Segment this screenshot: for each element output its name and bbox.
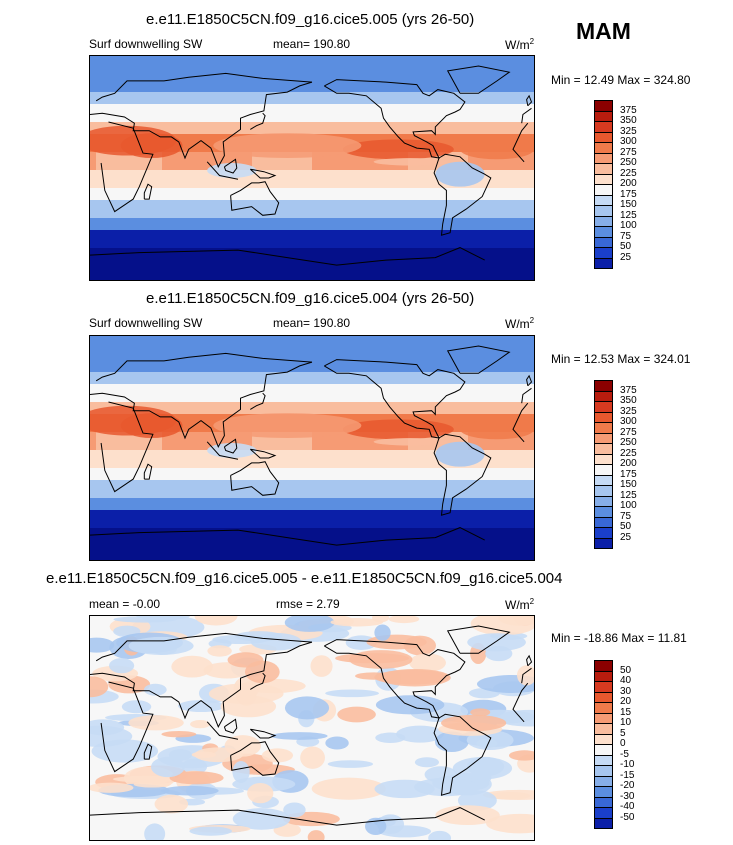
colorbar-label: 30 — [620, 685, 632, 697]
colorbar-label: 25 — [620, 531, 632, 543]
panel-3-minmax: Min = -18.86 Max = 11.81 — [551, 631, 687, 645]
panel-1-title: e.e11.E1850C5CN.f09_g16.cice5.005 (yrs 2… — [146, 11, 475, 28]
colorbar-label: 225 — [620, 447, 637, 459]
colorbar-label: -5 — [620, 748, 629, 760]
colorbar-label: 100 — [620, 500, 637, 511]
panel-3-rmse-label: rmse = 2.79 — [276, 597, 340, 611]
colorbar-label: 200 — [620, 458, 637, 469]
colorbar-label: 300 — [620, 416, 637, 427]
colorbar-label: 125 — [620, 209, 637, 221]
panel-2-mean-label: mean= 190.80 — [273, 316, 351, 330]
colorbar-label: 10 — [620, 717, 632, 728]
colorbar-label: 275 — [620, 146, 637, 158]
colorbar-label: 40 — [620, 675, 632, 686]
colorbar-label: 325 — [620, 125, 637, 137]
colorbar-label: -10 — [620, 759, 635, 770]
colorbar-label: 275 — [620, 426, 637, 438]
colorbar-label: 200 — [620, 178, 637, 189]
colorbar-label: -40 — [620, 801, 635, 812]
panel-2-units: W/m2 — [505, 316, 535, 331]
colorbar-label: 25 — [620, 251, 632, 263]
colorbar-label: 300 — [620, 136, 637, 147]
colorbar-label: 100 — [620, 220, 637, 231]
colorbar-label: 150 — [620, 199, 637, 210]
panel-2-variable-label: Surf downwelling SW — [89, 316, 203, 330]
panel-2-map-svg — [90, 336, 534, 560]
panel-2-title: e.e11.E1850C5CN.f09_g16.cice5.004 (yrs 2… — [146, 290, 475, 307]
colorbar-label: 375 — [620, 104, 637, 116]
colorbar-label: 175 — [620, 468, 637, 480]
colorbar-label: 250 — [620, 437, 637, 448]
colorbar-label: 50 — [620, 664, 632, 676]
panel-3-title: e.e11.E1850C5CN.f09_g16.cice5.005 - e.e1… — [46, 570, 563, 587]
colorbar-label: 225 — [620, 167, 637, 179]
colorbar-label: 250 — [620, 157, 637, 168]
panel-1-map — [89, 55, 535, 281]
colorbar-label: -50 — [620, 811, 635, 823]
panel-1-minmax: Min = 12.49 Max = 324.80 — [551, 73, 691, 87]
colorbar-label: 75 — [620, 510, 632, 522]
colorbar-label: 75 — [620, 230, 632, 242]
colorbar-label: 50 — [620, 241, 632, 252]
panel-3-map-svg — [90, 616, 534, 840]
colorbar-label: 325 — [620, 405, 637, 417]
colorbar-label: -30 — [620, 790, 635, 802]
colorbar-label: -15 — [620, 769, 635, 781]
panel-3-mean-label: mean = -0.00 — [89, 597, 161, 611]
colorbar-label: 350 — [620, 395, 637, 406]
colorbar-label: 0 — [620, 738, 626, 749]
colorbar-label: -20 — [620, 780, 635, 791]
colorbar-label: 375 — [620, 384, 637, 396]
colorbar-swatch — [594, 817, 613, 829]
colorbar-label: 350 — [620, 115, 637, 126]
panel-2-map — [89, 335, 535, 561]
colorbar-swatch — [594, 257, 613, 269]
season-label: MAM — [576, 18, 631, 44]
colorbar-swatch — [594, 537, 613, 549]
colorbar-label: 20 — [620, 696, 632, 707]
panel-2-minmax: Min = 12.53 Max = 324.01 — [551, 352, 691, 366]
panel-1-map-svg — [90, 56, 534, 280]
panel-1-units: W/m2 — [505, 37, 535, 52]
colorbar-label: 150 — [620, 479, 637, 490]
colorbar-label: 5 — [620, 727, 626, 739]
colorbar-label: 125 — [620, 489, 637, 501]
panel-1-mean-label: mean= 190.80 — [273, 37, 351, 51]
colorbar-label: 15 — [620, 706, 632, 718]
panel-1-variable-label: Surf downwelling SW — [89, 37, 203, 51]
colorbar-label: 175 — [620, 188, 637, 200]
panel-3-map — [89, 615, 535, 841]
colorbar-label: 50 — [620, 521, 632, 532]
panel-3-units: W/m2 — [505, 597, 535, 612]
